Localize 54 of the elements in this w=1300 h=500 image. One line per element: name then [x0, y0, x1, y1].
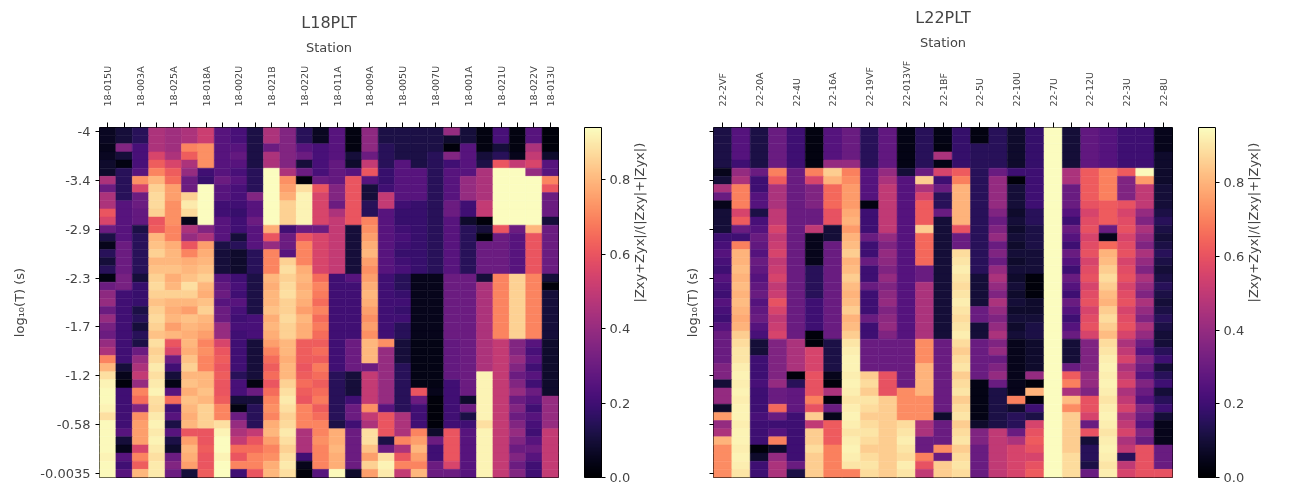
color-bar-title: |Zxy+Zyx|/(|Zxy|+|Zyx|)	[632, 142, 647, 303]
y-tick-label: -0.58	[56, 417, 91, 433]
y-axis-title: log₁₀(T) (s)	[12, 267, 28, 338]
x-tick-label: 18-002U	[233, 65, 245, 107]
color-bar-label: 0.2	[609, 395, 631, 411]
x-tick-label: 22-7U	[1047, 77, 1059, 107]
x-tick-label: 18-022U	[298, 65, 310, 107]
x-tick-label: 18-018A	[200, 65, 212, 107]
x-tick-label: 18-001A	[462, 65, 474, 107]
x-axis-title: Station	[305, 39, 353, 55]
x-tick-label: 18-025A	[167, 65, 179, 107]
x-axis-title: Station	[919, 34, 967, 50]
x-tick-label: 22-4U	[790, 77, 802, 107]
color-bar-title: |Zxy+Zyx|/(|Zxy|+|Zyx|)	[1246, 142, 1261, 303]
chart-title: L18PLT	[301, 12, 357, 32]
x-tick-label: 22-3U	[1121, 77, 1133, 107]
x-tick-label: 18-022V	[528, 65, 540, 107]
x-tick-label: 22-8U	[1157, 77, 1169, 107]
x-tick-label: 18-021U	[495, 65, 507, 107]
y-tick-label: -3.4	[65, 172, 91, 188]
x-tick-label: 22-013VF	[900, 60, 912, 107]
color-bar-label: 0.8	[1223, 175, 1245, 191]
y-tick-label: -2.3	[65, 270, 91, 286]
color-bar-label: 0.6	[1223, 248, 1245, 264]
chart-title: L22PLT	[915, 7, 971, 27]
y-tick-label: -1.2	[65, 368, 91, 384]
y-tick-label: -1.7	[65, 319, 91, 335]
x-tick-label: 22-10U	[1010, 71, 1022, 107]
x-tick-label: 18-003A	[134, 65, 146, 107]
x-tick-label: 22-12U	[1084, 71, 1096, 107]
color-bar-label: 0.0	[1223, 470, 1245, 485]
color-bar-label: 0.4	[609, 321, 631, 337]
x-tick-label: 18-013U	[544, 65, 556, 107]
x-tick-label: 18-009A	[364, 65, 376, 107]
color-bar-label: 0.0	[609, 470, 631, 485]
x-tick-label: 22-2VF	[717, 72, 729, 107]
color-bar-label: 0.8	[609, 172, 631, 188]
x-tick-label: 18-015U	[102, 65, 114, 107]
x-tick-label: 22-19VF	[864, 66, 876, 107]
y-tick-label: -2.9	[65, 221, 91, 237]
x-tick-label: 22-16A	[827, 71, 839, 107]
y-axis-title: log₁₀(T) (s)	[684, 267, 700, 338]
x-tick-label: 18-007U	[430, 65, 442, 107]
x-tick-label: 18-005U	[397, 65, 409, 107]
color-bar-label: 0.6	[609, 246, 631, 262]
color-bar-label: 0.4	[1223, 322, 1245, 338]
y-tick-label: -0.0035	[40, 465, 91, 481]
x-tick-label: 18-011A	[331, 65, 343, 107]
x-tick-label: 22-5U	[974, 77, 986, 107]
x-tick-label: 18-021B	[266, 66, 278, 107]
color-bar-label: 0.2	[1223, 396, 1245, 412]
x-tick-label: 22-20A	[753, 71, 765, 107]
y-tick-label: -4	[77, 124, 91, 140]
x-tick-label: 22-1BF	[937, 72, 949, 107]
